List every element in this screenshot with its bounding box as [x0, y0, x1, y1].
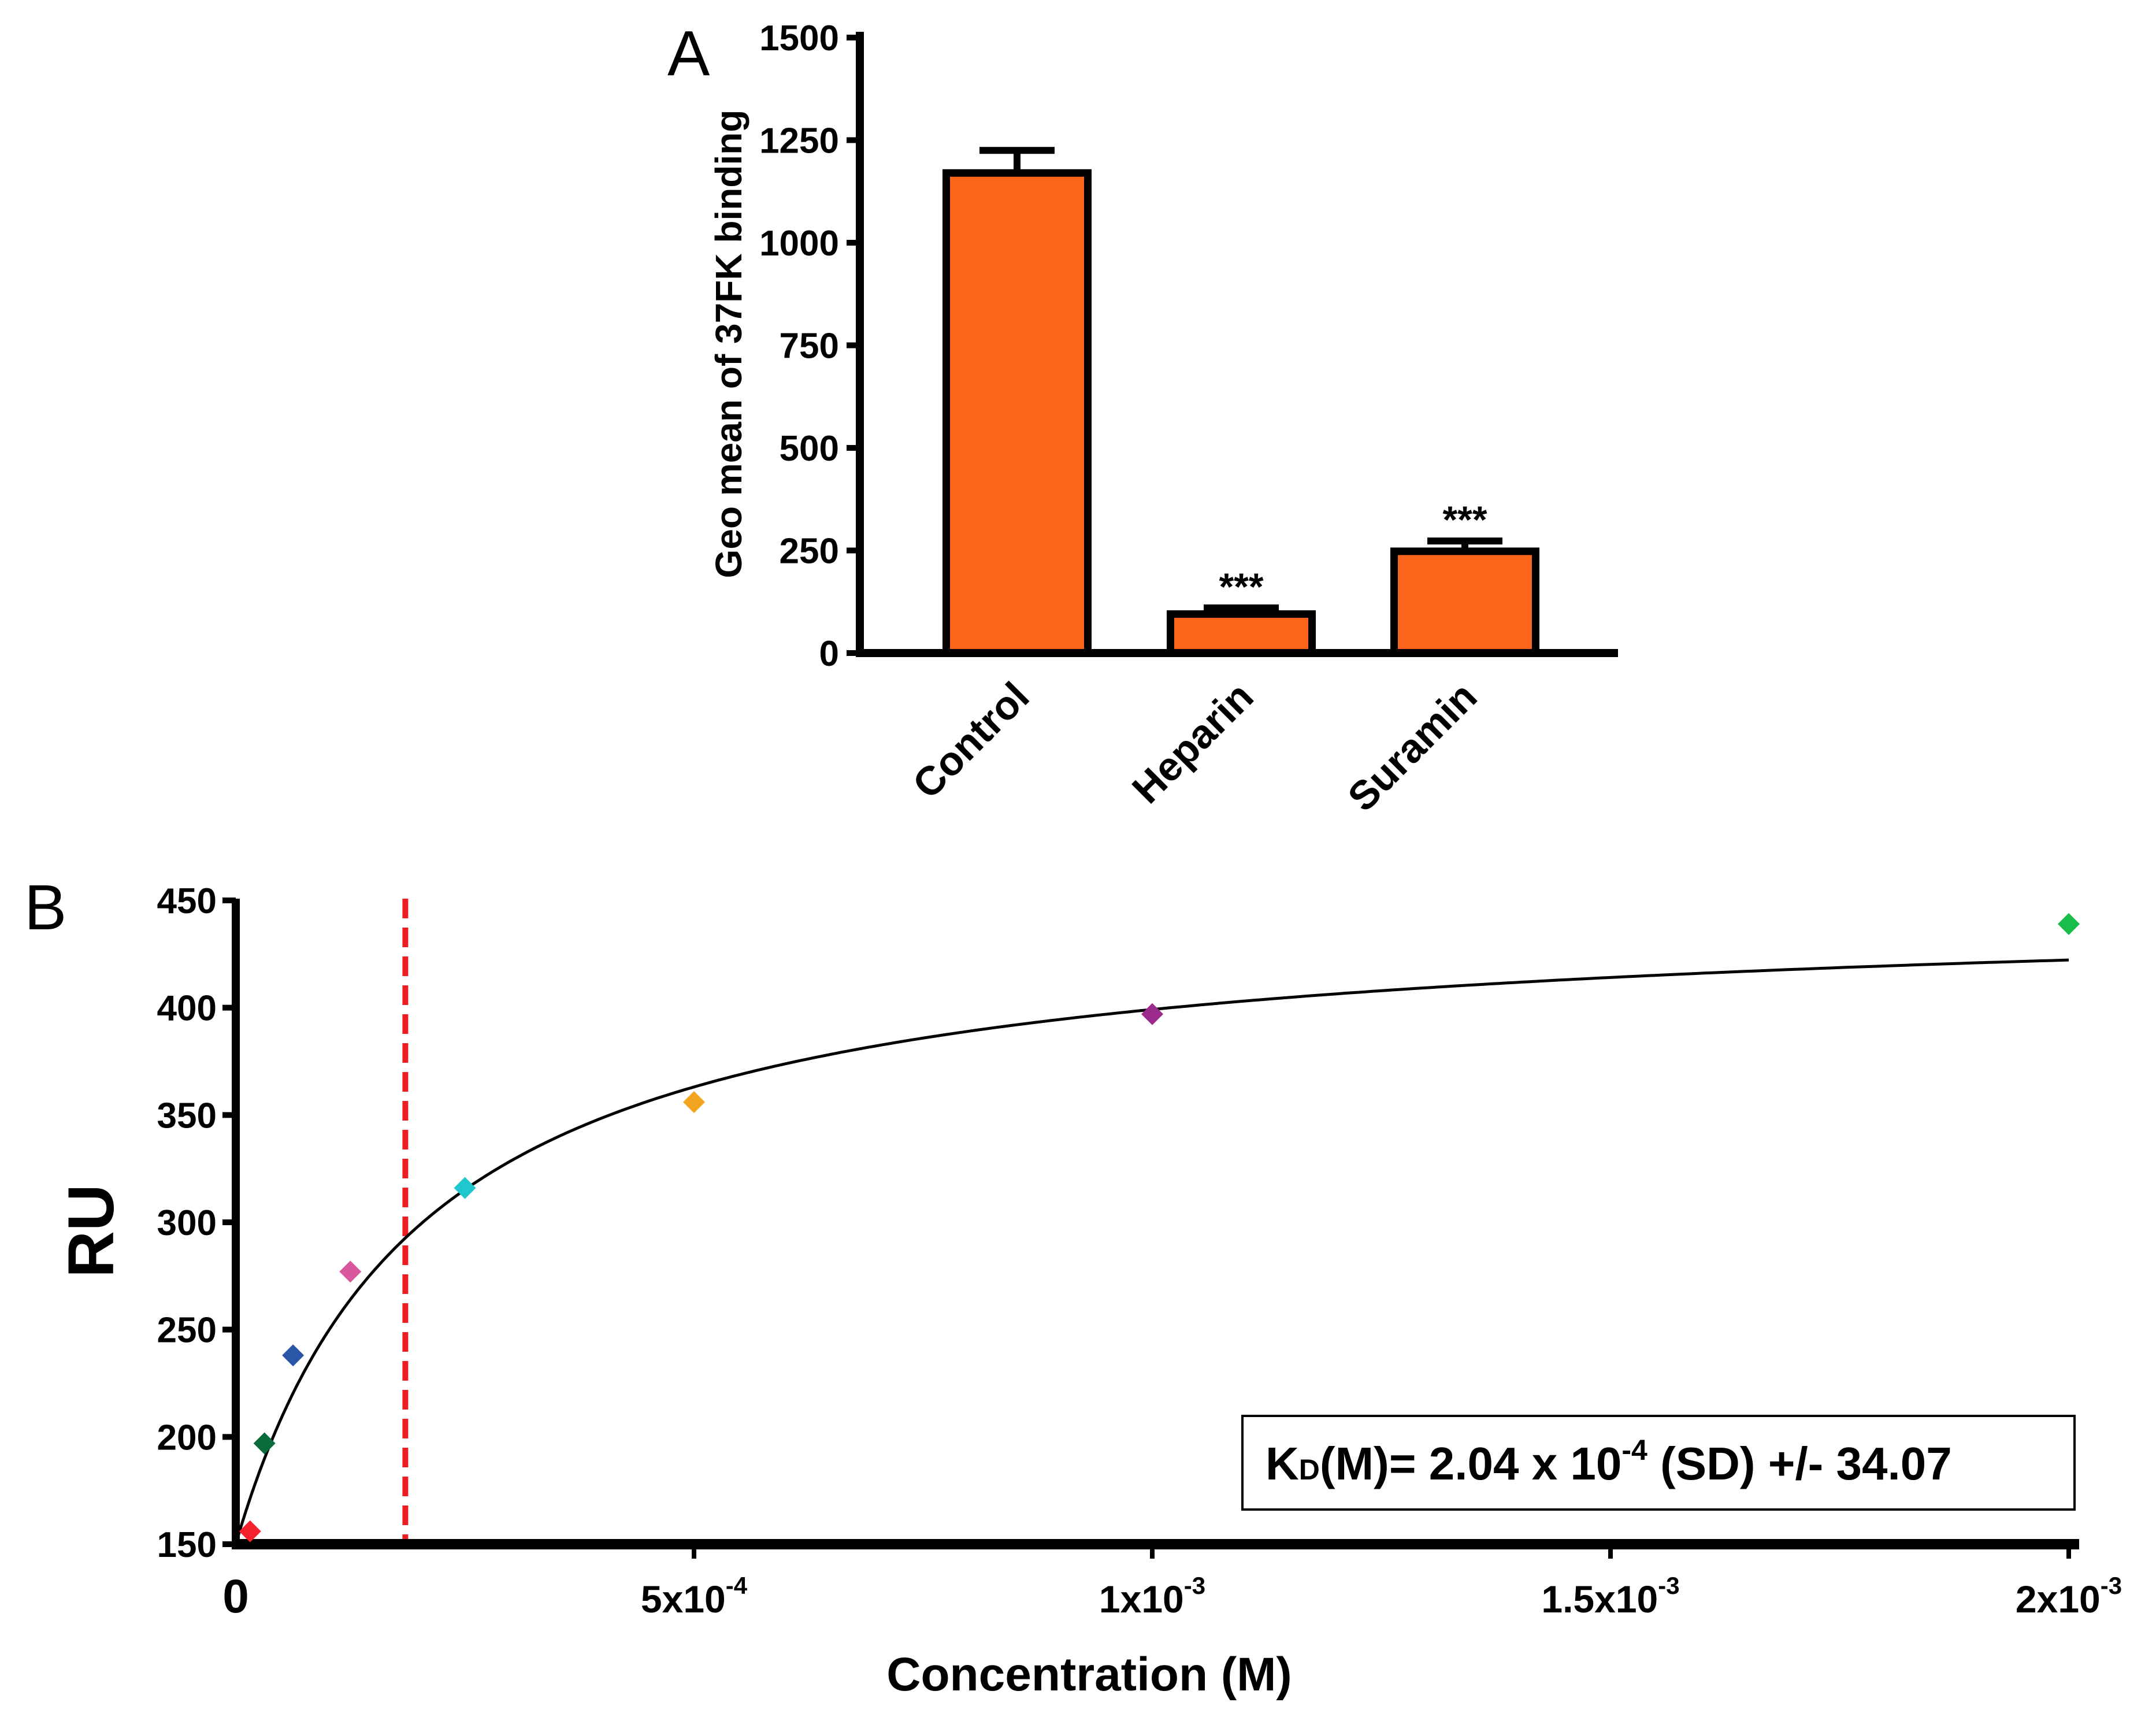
- kd-annotation: KD(M)= 2.04 x 10-4 (SD) +/- 34.07: [1241, 1415, 2076, 1511]
- kd-box: [1241, 1415, 2076, 1511]
- y-tick-label: 1000: [759, 224, 839, 264]
- kd-suffix: (SD) +/- 34.07: [1647, 1438, 1952, 1489]
- x-tick-label: Heparin: [1123, 673, 1261, 811]
- y-tick-label: 400: [157, 989, 217, 1029]
- x-tick-label: Suramin: [1339, 673, 1485, 819]
- y-tick-label: 1500: [759, 18, 839, 58]
- x-tick-base: 0: [222, 1570, 249, 1623]
- data-point: [253, 1432, 276, 1455]
- y-tick-label: 500: [780, 429, 839, 469]
- x-axis-title: Concentration (M): [886, 1648, 1292, 1701]
- kd-prefix: K: [1266, 1438, 1299, 1489]
- bar-heparin: [1167, 610, 1316, 657]
- data-point: [2058, 913, 2080, 935]
- x-tick-exponent: -3: [2101, 1572, 2122, 1599]
- panel-b-label: B: [24, 872, 66, 943]
- x-labels-group: Control Heparin Suramin: [904, 673, 1486, 819]
- kd-text: KD(M)= 2.04 x 10-4 (SD) +/- 34.07: [1266, 1434, 1952, 1489]
- x-tick-exponent: -3: [1184, 1572, 1205, 1599]
- data-points-group: [239, 913, 2080, 1542]
- x-tick-label: 1.5x10-3: [1541, 1572, 1679, 1620]
- y-tick-label: 250: [157, 1311, 217, 1351]
- y-tick-label: 150: [157, 1525, 217, 1565]
- x-tick-label: Control: [904, 673, 1038, 807]
- data-point: [454, 1177, 476, 1199]
- fit-curve: [234, 958, 2069, 1545]
- bar-suramin: [1390, 547, 1539, 657]
- data-point: [239, 1520, 261, 1542]
- y-tick-label: 450: [157, 881, 217, 921]
- x-tick-exponent: -4: [726, 1572, 748, 1599]
- error-bars-group: [979, 147, 1502, 614]
- x-tick-label: 2x10-3: [2016, 1572, 2122, 1620]
- x-tick-base: 1x10: [1099, 1578, 1184, 1620]
- panel-a-bar-chart: A *** *** 0 250 500 750 1000 1250 1500 Control H…: [667, 18, 1618, 820]
- kd-subscript: D: [1299, 1453, 1320, 1486]
- y-ticks-group: 150 200 250 300 350 400 450: [157, 881, 236, 1565]
- y-tick-label: 300: [157, 1203, 217, 1243]
- data-point: [282, 1344, 305, 1367]
- y-ticks-group: 0 250 500 750 1000 1250 1500: [759, 18, 860, 674]
- bar-control: [942, 169, 1092, 657]
- panel-a-label: A: [667, 18, 710, 89]
- x-ticks-group: 0 5x10-4 1x10-3 1.5x10-3 2x10-3: [222, 1544, 2122, 1623]
- y-tick-label: 0: [819, 634, 839, 674]
- y-tick-label: 350: [157, 1096, 217, 1136]
- y-tick-label: 1250: [759, 121, 839, 161]
- y-tick-label: 250: [780, 532, 839, 572]
- data-point: [339, 1260, 362, 1283]
- y-tick-label: 750: [780, 327, 839, 366]
- significance-marker: ***: [1442, 498, 1487, 541]
- x-tick-exponent: -3: [1658, 1572, 1679, 1599]
- x-tick-label: 0: [222, 1570, 249, 1623]
- y-axis-title: RU: [55, 1184, 127, 1278]
- data-point: [1141, 1003, 1163, 1025]
- y-axis-title: Geo mean of 37FK binding: [708, 110, 749, 578]
- data-point: [683, 1091, 705, 1114]
- x-tick-base: 2x10: [2016, 1578, 2101, 1620]
- significance-marker: ***: [1219, 565, 1263, 608]
- y-tick-label: 200: [157, 1418, 217, 1458]
- x-tick-label: 5x10-4: [641, 1572, 748, 1620]
- x-tick-base: 5x10: [641, 1578, 726, 1620]
- kd-middle: (M)= 2.04 x 10: [1320, 1438, 1622, 1489]
- kd-exponent: -4: [1621, 1434, 1647, 1466]
- x-tick-base: 1.5x10: [1541, 1578, 1658, 1620]
- significance-group: *** ***: [1219, 498, 1487, 608]
- x-tick-label: 1x10-3: [1099, 1572, 1205, 1620]
